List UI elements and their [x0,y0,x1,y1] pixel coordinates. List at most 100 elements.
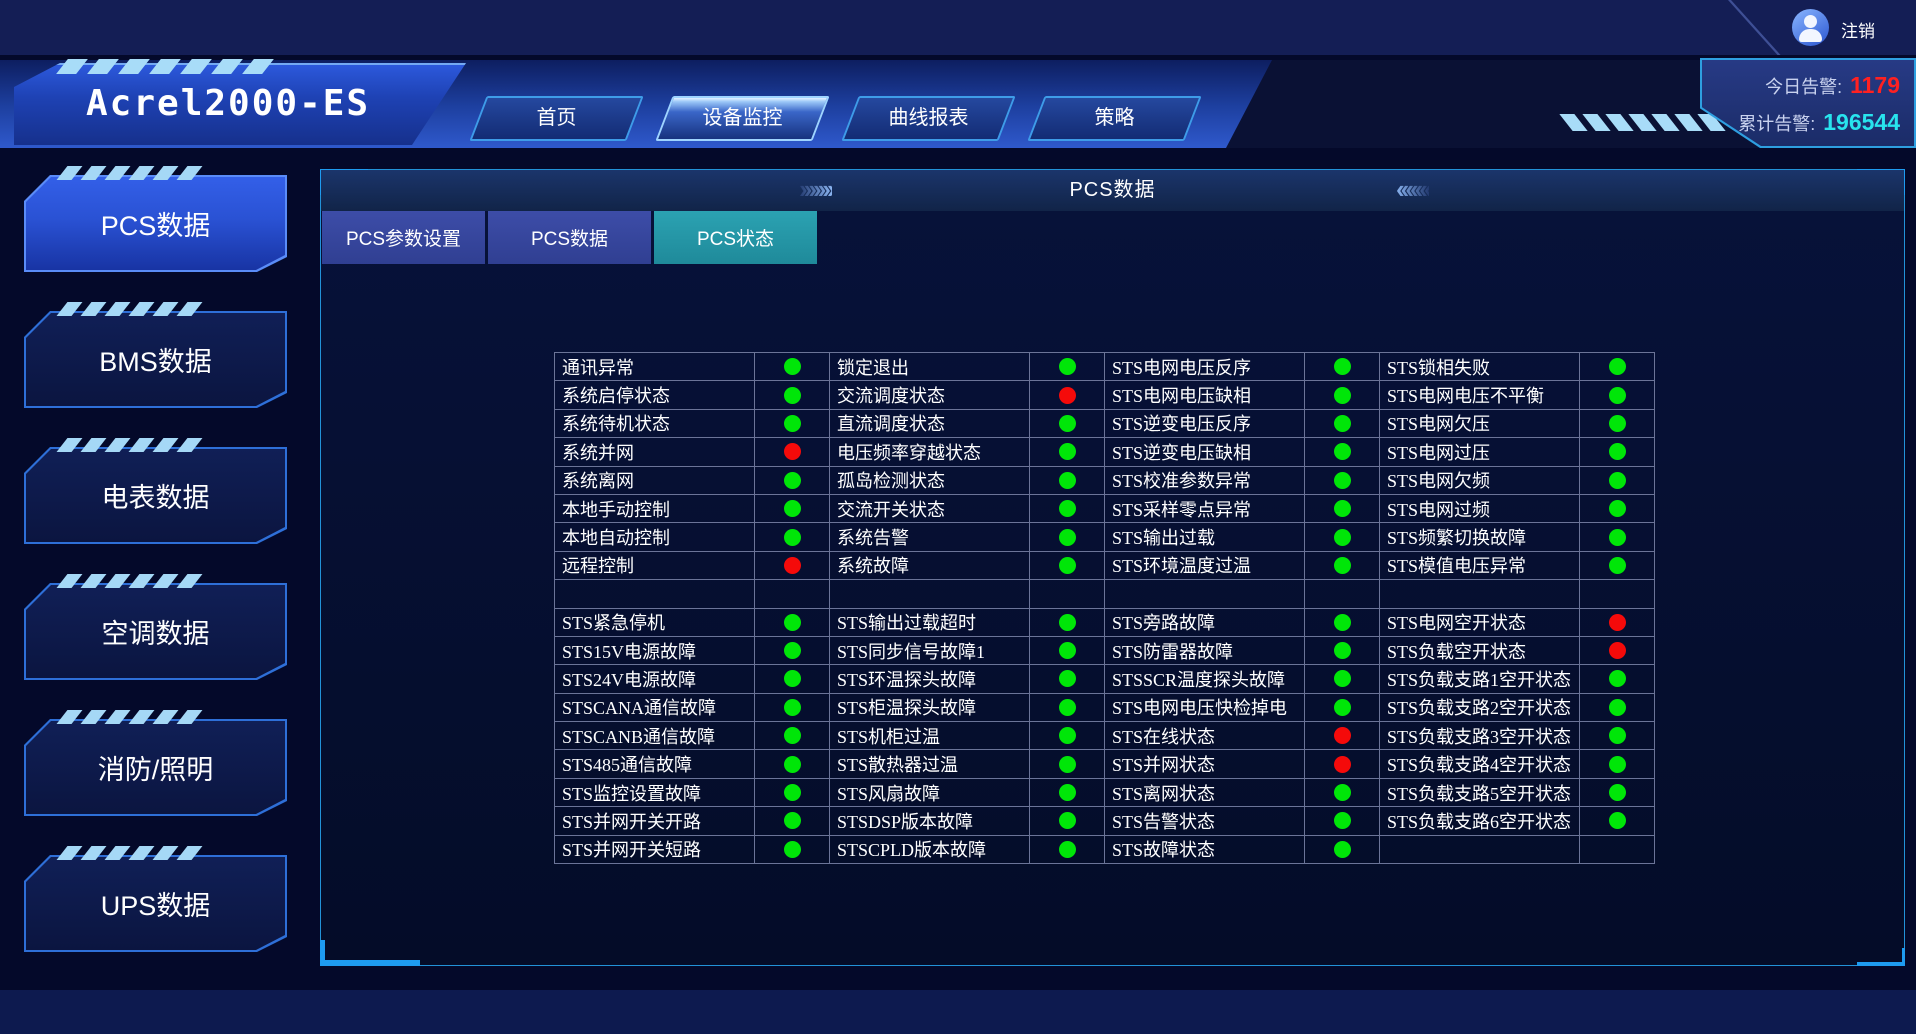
status-cell-label: 孤岛检测状态 [830,466,1030,495]
status-indicator-green [1058,556,1076,574]
nav-tab-首页[interactable]: 首页 [469,96,644,141]
status-dot-cell [1030,580,1105,609]
chevrons-right-icon: ››››››› [799,170,836,208]
status-dot-cell [1305,551,1380,581]
status-indicator-green [1333,840,1351,858]
status-dot-cell [1580,636,1655,666]
user-avatar-icon[interactable] [1792,9,1829,46]
hazard-stripes-icon [56,846,203,860]
sidebar-item-frame [24,311,287,408]
sidebar-item-BMS数据[interactable]: BMS数据 [24,302,287,408]
sidebar-item-fill [26,313,285,406]
tab-PCS状态[interactable]: PCS状态 [654,211,817,264]
status-dot-cell [755,523,830,552]
hazard-stripes-icon [56,574,203,588]
status-cell-label: STS负载空开状态 [1380,636,1580,666]
status-indicator-green [1608,755,1626,773]
status-indicator-green [1608,358,1626,376]
status-cell-label: STS监控设置故障 [555,778,755,808]
status-dot-cell [1580,551,1655,581]
status-dot-cell [1580,807,1655,836]
status-indicator-green [1333,471,1351,489]
sidebar-item-frame [24,855,287,952]
status-table: 通讯异常 锁定退出 STS电网电压反序 STS锁相失败 系统启停状态 交流调度状态 STS电… [554,352,1655,865]
status-indicator-green [1058,727,1076,745]
status-dot-cell [1580,523,1655,552]
sidebar-item-消防/照明[interactable]: 消防/照明 [24,710,287,816]
status-cell-label: STSSCR温度探头故障 [1105,665,1305,694]
status-indicator-red [1058,386,1076,404]
status-dot-cell [1580,409,1655,439]
status-cell-label: STS同步信号故障1 [830,636,1030,666]
status-cell-label: STS紧急停机 [555,608,755,637]
sidebar-item-空调数据[interactable]: 空调数据 [24,574,287,680]
status-dot-cell [1030,750,1105,779]
status-indicator-green [783,528,801,546]
status-cell-label [830,580,1030,609]
status-indicator-green [1333,386,1351,404]
status-cell-label: STSDSP版本故障 [830,807,1030,836]
sidebar-item-UPS数据[interactable]: UPS数据 [24,846,287,952]
status-dot-cell [1305,778,1380,808]
logo-plate: Acrel2000-ES [14,63,466,145]
status-indicator-green [1333,812,1351,830]
status-cell-label: STS并网开关短路 [555,835,755,865]
sidebar-item-frame [24,719,287,816]
status-cell-label: STS机柜过温 [830,722,1030,751]
status-dot-cell [1580,778,1655,808]
status-indicator-green [783,358,801,376]
status-indicator-green [1608,784,1626,802]
status-cell-label: STS环境温度过温 [1105,551,1305,581]
status-dot-cell [1305,665,1380,694]
status-indicator-green [1333,670,1351,688]
nav-tab-策略[interactable]: 策略 [1027,96,1202,141]
status-dot-cell [1030,409,1105,439]
status-dot-cell [1030,693,1105,723]
sidebar-item-电表数据[interactable]: 电表数据 [24,438,287,544]
status-indicator-green [783,755,801,773]
status-dot-cell [1030,438,1105,467]
status-cell-label: 系统离网 [555,466,755,495]
status-indicator-green [1333,414,1351,432]
status-indicator-green [1058,414,1076,432]
status-dot-cell [1580,438,1655,467]
status-indicator-green [1333,642,1351,660]
status-dot-cell [1305,608,1380,637]
status-cell-label: STS输出过载超时 [830,608,1030,637]
status-indicator-green [1608,471,1626,489]
sidebar-item-PCS数据[interactable]: PCS数据 [24,166,287,272]
status-dot-cell [755,466,830,495]
status-indicator-green [783,613,801,631]
nav-tab-曲线报表[interactable]: 曲线报表 [841,96,1016,141]
status-indicator-green [1333,358,1351,376]
status-cell-label: STS在线状态 [1105,722,1305,751]
status-cell-label: STS锁相失败 [1380,353,1580,382]
nav-tab-设备监控[interactable]: 设备监控 [655,96,830,141]
status-indicator-green [1058,613,1076,631]
status-cell-label: 系统并网 [555,438,755,467]
tab-PCS参数设置[interactable]: PCS参数设置 [322,211,485,264]
pcs-tab-bar: PCS参数设置 PCS数据 PCS状态 [322,211,817,264]
status-indicator-green [783,642,801,660]
status-dot-cell [1030,523,1105,552]
status-indicator-green [1333,443,1351,461]
status-dot-cell [1030,381,1105,410]
status-dot-cell [755,580,830,609]
status-cell-label [1380,835,1580,865]
status-dot-cell [1305,750,1380,779]
status-dot-cell [755,551,830,581]
status-dot-cell [1030,494,1105,524]
panel-title-bar: ››››››› PCS数据 ‹‹‹‹‹‹‹ [321,170,1904,211]
status-dot-cell [1580,381,1655,410]
status-indicator-green [1058,784,1076,802]
status-indicator-green [1608,556,1626,574]
tab-PCS数据[interactable]: PCS数据 [488,211,651,264]
status-dot-cell [1305,466,1380,495]
status-cell-label: STS环温探头故障 [830,665,1030,694]
status-cell-label: STS旁路故障 [1105,608,1305,637]
status-indicator-red [1608,642,1626,660]
status-indicator-green [1058,500,1076,518]
status-cell-label: STS并网开关开路 [555,807,755,836]
status-indicator-green [783,414,801,432]
logout-button[interactable]: 注销 [1841,22,1875,41]
